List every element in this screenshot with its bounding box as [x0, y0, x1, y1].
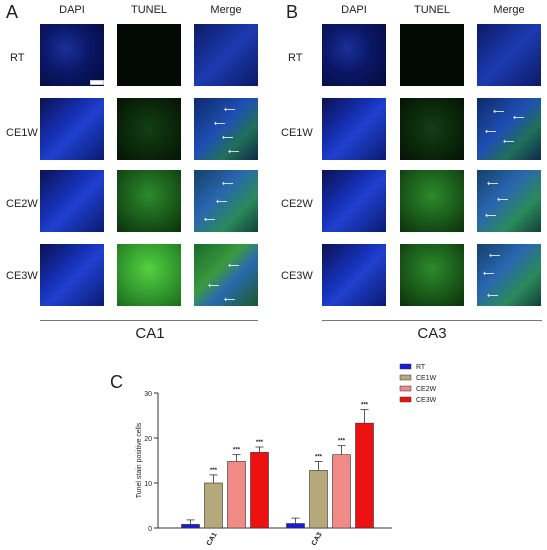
legend-swatch — [399, 396, 412, 403]
y-tick-label: 30 — [144, 391, 152, 398]
panel-a-row-ce1w: CE1W — [6, 127, 38, 139]
legend-swatch — [399, 385, 412, 392]
panel-b-tunel-ce2w — [400, 170, 464, 232]
legend-label: CE3W — [416, 397, 437, 404]
panel-b-tunel-ce3w — [400, 244, 464, 306]
legend-swatch — [399, 363, 412, 370]
panel-b-merge-ce3w: ⟵ ⟵ ⟵ — [477, 244, 541, 306]
panel-a-region-label: CA1 — [135, 325, 165, 342]
x-tick-label: CA1 — [206, 531, 219, 547]
panel-a-tunel-ce1w — [117, 98, 181, 160]
scale-bar — [90, 80, 104, 85]
panel-b-merge-rt — [477, 24, 541, 86]
panel-a-region-line — [40, 320, 258, 321]
significance-label: *** — [361, 403, 369, 409]
arrow-icon: ⟵ — [487, 179, 499, 188]
panel-a-tunel-ce2w — [117, 170, 181, 232]
bar — [286, 523, 305, 529]
panel-b-row-ce2w: CE2W — [281, 198, 313, 210]
panel-b-dapi-ce1w — [322, 98, 386, 160]
panel-a-dapi-rt — [40, 24, 104, 86]
panel-b-merge-ce2w: ⟵ ⟵ ⟵ — [477, 170, 541, 232]
arrow-icon: ⟵ — [503, 137, 515, 146]
panel-b-col-merge: Merge — [493, 4, 525, 16]
arrow-icon: ⟵ — [513, 113, 525, 122]
panel-b-row-ce3w: CE3W — [281, 270, 313, 282]
bar — [309, 470, 328, 529]
panel-a-col-merge: Merge — [210, 4, 242, 16]
arrow-icon: ⟵ — [493, 107, 505, 116]
panel-b-dapi-ce2w — [322, 170, 386, 232]
panel-a-dapi-ce2w — [40, 170, 104, 232]
x-tick-label: CA3 — [311, 531, 324, 547]
panel-c-letter: C — [110, 372, 123, 392]
panel-a-row-ce3w: CE3W — [6, 270, 38, 282]
y-tick-label: 0 — [148, 526, 152, 533]
bar — [355, 422, 374, 529]
legend-label: RT — [416, 364, 426, 371]
arrow-icon: ⟵ — [497, 195, 509, 204]
bar — [204, 482, 223, 529]
panel-b-letter: B — [286, 2, 299, 22]
panel-a-merge-rt — [194, 24, 258, 86]
arrow-icon: ⟵ — [485, 211, 497, 220]
arrow-icon: ⟵ — [214, 119, 226, 128]
panel-a-col-dapi: DAPI — [59, 4, 85, 16]
significance-label: *** — [338, 439, 346, 445]
arrow-icon: ⟵ — [222, 179, 234, 188]
panel-a-row-rt: RT — [10, 52, 25, 64]
panel-b-merge-ce1w: ⟵ ⟵ ⟵ ⟵ — [477, 98, 541, 160]
panel-a-row-ce2w: CE2W — [6, 198, 38, 210]
panel-a-tunel-rt — [117, 24, 181, 86]
bar — [332, 454, 351, 529]
panel-b-dapi-rt — [322, 24, 386, 86]
arrow-icon: ⟵ — [222, 133, 234, 142]
panel-b-region-line — [322, 320, 542, 321]
legend-label: CE1W — [416, 375, 437, 382]
panel-a-merge-ce3w: ⟵ ⟵ ⟵ — [194, 244, 258, 306]
arrow-icon: ⟵ — [228, 261, 240, 270]
legend-swatch — [399, 374, 412, 381]
significance-label: *** — [210, 468, 218, 474]
arrow-icon: ⟵ — [216, 197, 228, 206]
panel-b-col-dapi: DAPI — [341, 4, 367, 16]
significance-label: *** — [315, 454, 323, 460]
panel-b-row-rt: RT — [288, 52, 303, 64]
panel-a-dapi-ce1w — [40, 98, 104, 160]
panel-b-col-tunel: TUNEL — [413, 4, 451, 16]
panel-b-row-ce1w: CE1W — [281, 127, 313, 139]
y-tick-label: 10 — [144, 481, 152, 488]
y-tick-label: 20 — [144, 436, 152, 443]
panel-a-dapi-ce3w — [40, 244, 104, 306]
arrow-icon: ⟵ — [485, 127, 497, 136]
arrow-icon: ⟵ — [208, 281, 220, 290]
significance-label: *** — [256, 440, 264, 446]
panel-a-merge-ce2w: ⟵ ⟵ ⟵ — [194, 170, 258, 232]
panel-b-region-label: CA3 — [417, 325, 447, 342]
bar — [250, 452, 269, 529]
panel-b-tunel-ce1w — [400, 98, 464, 160]
arrow-icon: ⟵ — [483, 269, 495, 278]
arrow-icon: ⟵ — [204, 215, 216, 224]
panel-a-col-tunel: TUNEL — [130, 4, 168, 16]
panel-a-merge-ce1w: ⟵ ⟵ ⟵ ⟵ — [194, 98, 258, 160]
significance-label: *** — [233, 448, 241, 454]
bar — [227, 461, 246, 529]
panel-b-dapi-ce3w — [322, 244, 386, 306]
bar — [181, 524, 200, 529]
arrow-icon: ⟵ — [224, 295, 236, 304]
arrow-icon: ⟵ — [487, 291, 499, 300]
arrow-icon: ⟵ — [489, 251, 501, 260]
legend-label: CE2W — [416, 386, 437, 393]
panel-a-tunel-ce3w — [117, 244, 181, 306]
y-axis-label: Tunel stain positive cells — [136, 422, 143, 498]
panel-a-letter: A — [6, 2, 19, 22]
arrow-icon: ⟵ — [224, 105, 236, 114]
arrow-icon: ⟵ — [228, 147, 240, 156]
panel-b-tunel-rt — [400, 24, 464, 86]
